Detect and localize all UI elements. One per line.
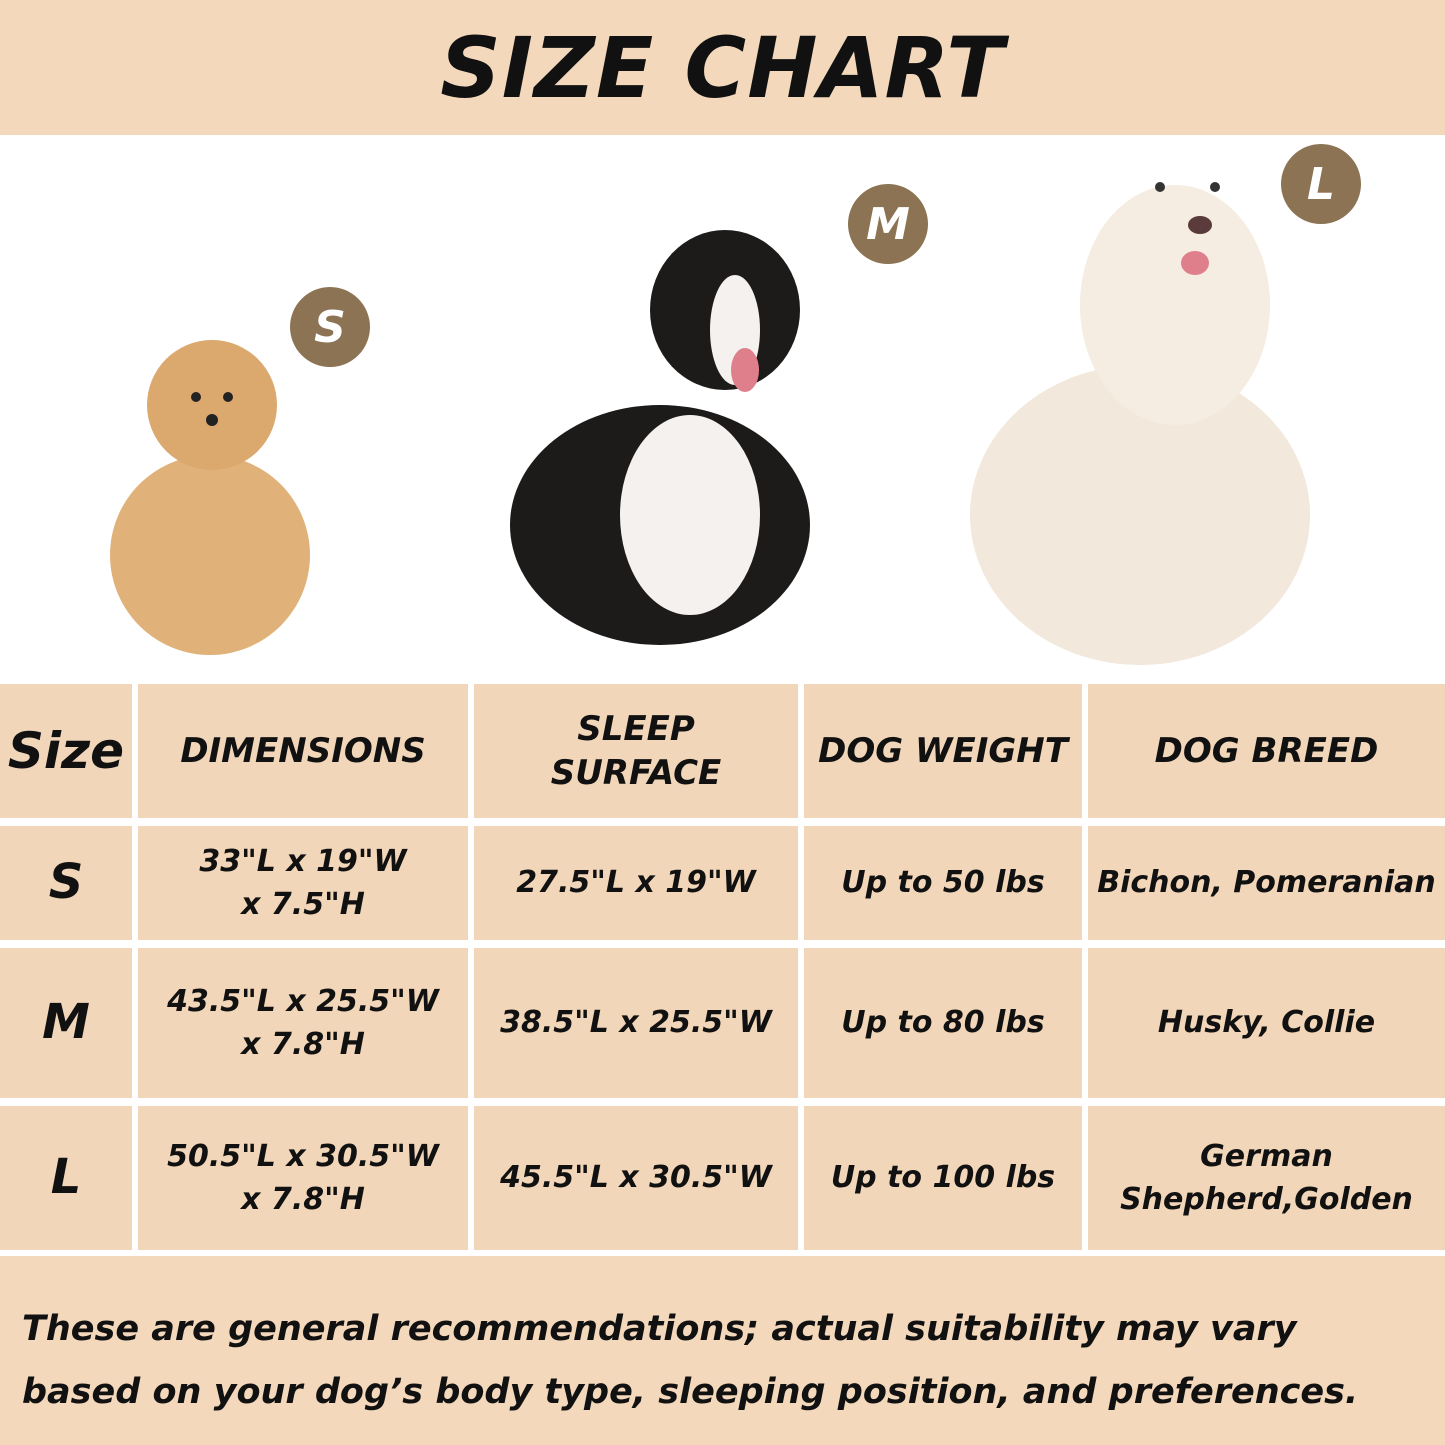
cell-dog-breed: Husky, Collie [1088, 948, 1445, 1098]
golden-retriever-image [970, 182, 1310, 665]
cell-dimensions: 50.5"L x 30.5"W x 7.8"H [138, 1106, 468, 1250]
title-banner: SIZE CHART [0, 0, 1445, 135]
cell-dog-breed: Bichon, Pomeranian [1088, 826, 1445, 940]
header-dog-weight: DOG WEIGHT [804, 684, 1082, 818]
cell-sleep-surface: 45.5"L x 30.5"W [474, 1106, 798, 1250]
disclaimer-note: These are general recommendations; actua… [0, 1256, 1445, 1445]
cell-size: M [0, 948, 132, 1098]
size-badge-s: S [290, 287, 370, 367]
cell-dog-breed: German Shepherd,Golden [1088, 1106, 1445, 1250]
cell-dimensions: 43.5"L x 25.5"W x 7.8"H [138, 948, 468, 1098]
cell-dog-weight: Up to 80 lbs [804, 948, 1082, 1098]
header-dimensions: DIMENSIONS [138, 684, 468, 818]
cell-size: L [0, 1106, 132, 1250]
cell-dog-weight: Up to 50 lbs [804, 826, 1082, 940]
cell-dimensions: 33"L x 19"W x 7.5"H [138, 826, 468, 940]
cell-size: S [0, 826, 132, 940]
dog-illustrations [110, 182, 1310, 665]
cell-dog-weight: Up to 100 lbs [804, 1106, 1082, 1250]
cell-sleep-surface: 38.5"L x 25.5"W [474, 948, 798, 1098]
size-badge-l: L [1281, 144, 1361, 224]
pomeranian-image [110, 340, 310, 655]
page-title: SIZE CHART [440, 18, 1005, 117]
collie-image [510, 230, 810, 645]
header-dog-breed: DOG BREED [1088, 684, 1445, 818]
header-size: Size [0, 684, 132, 818]
size-badge-m: M [848, 184, 928, 264]
cell-sleep-surface: 27.5"L x 19"W [474, 826, 798, 940]
dog-photos: S M L [0, 135, 1445, 680]
header-sleep-surface: SLEEP SURFACE [474, 684, 798, 818]
